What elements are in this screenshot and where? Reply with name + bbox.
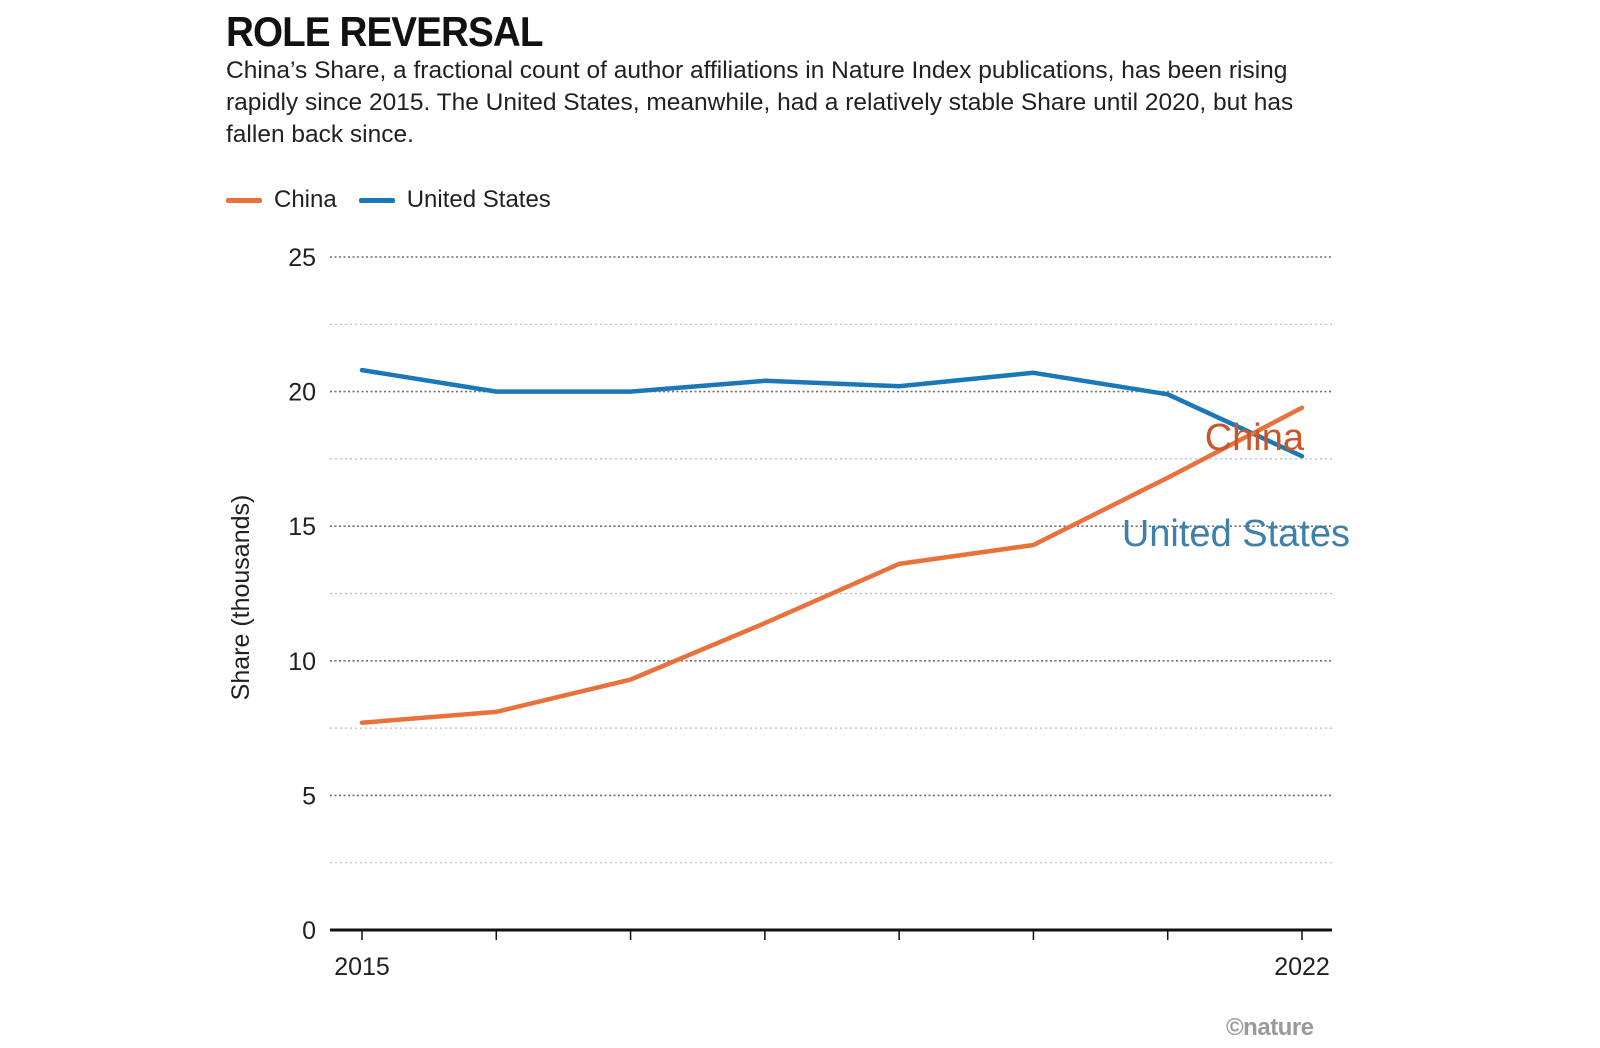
legend-label-united-states: United States — [406, 186, 551, 213]
y-tick-label: 5 — [302, 782, 316, 810]
nature-credit: ©nature — [1226, 1014, 1314, 1041]
legend-swatch-united-states — [358, 197, 395, 203]
series-line-china — [359, 405, 1305, 725]
y-tick-label: 25 — [288, 244, 316, 272]
legend-label-china: China — [274, 186, 337, 213]
y-tick-label: 20 — [288, 379, 316, 407]
y-tick-label: 15 — [288, 513, 316, 541]
legend: China United States — [226, 186, 573, 214]
annotation-united-states: United States — [1122, 513, 1350, 555]
annotation-china: China — [1205, 417, 1305, 459]
series-line-united-states — [359, 367, 1305, 459]
legend-swatch-china — [226, 197, 262, 203]
x-tick-label: 2022 — [1274, 953, 1330, 981]
x-tick-label: 2015 — [334, 953, 390, 981]
y-axis-title: Share (thousands) — [227, 495, 255, 701]
legend-item-china: China — [226, 186, 337, 214]
y-tick-label: 0 — [302, 917, 316, 945]
chart-title: ROLE REVERSAL — [226, 8, 543, 55]
y-tick-label: 10 — [288, 648, 316, 676]
legend-item-united-states: United States — [358, 186, 551, 214]
chart-subtitle: China’s Share, a fractional count of aut… — [226, 57, 1294, 148]
